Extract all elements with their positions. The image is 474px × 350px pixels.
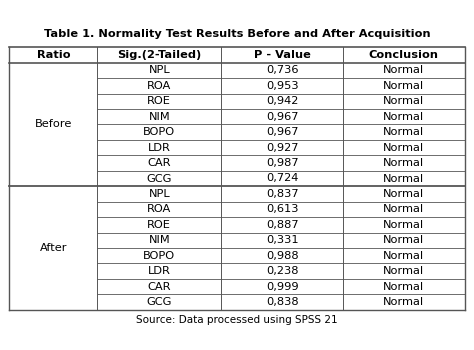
Text: 0,999: 0,999 — [266, 282, 299, 292]
Text: Sig.(2-Tailed): Sig.(2-Tailed) — [117, 50, 201, 60]
Text: Normal: Normal — [383, 127, 424, 137]
Text: 0,967: 0,967 — [266, 112, 299, 122]
Text: After: After — [39, 243, 67, 253]
Text: Normal: Normal — [383, 235, 424, 245]
Text: Normal: Normal — [383, 174, 424, 183]
Text: 0,967: 0,967 — [266, 127, 299, 137]
Text: ROA: ROA — [147, 81, 172, 91]
Text: Normal: Normal — [383, 204, 424, 215]
Text: GCG: GCG — [146, 174, 172, 183]
Text: 0,613: 0,613 — [266, 204, 299, 215]
Text: 0,724: 0,724 — [266, 174, 299, 183]
Text: 0,838: 0,838 — [266, 297, 299, 307]
Text: NIM: NIM — [148, 112, 170, 122]
Text: Ratio: Ratio — [36, 50, 70, 60]
Text: 0,953: 0,953 — [266, 81, 299, 91]
Text: Normal: Normal — [383, 251, 424, 261]
Text: ROA: ROA — [147, 204, 172, 215]
Text: NPL: NPL — [148, 65, 170, 75]
Text: Normal: Normal — [383, 96, 424, 106]
Text: Normal: Normal — [383, 142, 424, 153]
Text: 0,331: 0,331 — [266, 235, 299, 245]
Text: CAR: CAR — [147, 158, 171, 168]
Text: NIM: NIM — [148, 235, 170, 245]
Text: NPL: NPL — [148, 189, 170, 199]
Text: ROE: ROE — [147, 96, 171, 106]
Text: Normal: Normal — [383, 297, 424, 307]
Text: P - Value: P - Value — [254, 50, 310, 60]
Text: 0,736: 0,736 — [266, 65, 299, 75]
Text: 0,942: 0,942 — [266, 96, 299, 106]
Text: Normal: Normal — [383, 189, 424, 199]
Text: LDR: LDR — [148, 142, 171, 153]
Text: 0,887: 0,887 — [266, 220, 299, 230]
Text: Normal: Normal — [383, 158, 424, 168]
Text: ROE: ROE — [147, 220, 171, 230]
Text: Normal: Normal — [383, 266, 424, 276]
Text: BOPO: BOPO — [143, 251, 175, 261]
Text: Conclusion: Conclusion — [369, 50, 439, 60]
Text: CAR: CAR — [147, 282, 171, 292]
Text: 0,988: 0,988 — [266, 251, 299, 261]
Text: 0,238: 0,238 — [266, 266, 299, 276]
Text: Normal: Normal — [383, 220, 424, 230]
Text: Normal: Normal — [383, 65, 424, 75]
Text: Source: Data processed using SPSS 21: Source: Data processed using SPSS 21 — [136, 315, 338, 325]
Text: Normal: Normal — [383, 112, 424, 122]
Text: GCG: GCG — [146, 297, 172, 307]
Text: 0,927: 0,927 — [266, 142, 299, 153]
Text: LDR: LDR — [148, 266, 171, 276]
Text: 0,987: 0,987 — [266, 158, 299, 168]
Text: BOPO: BOPO — [143, 127, 175, 137]
Text: Before: Before — [35, 119, 72, 130]
Text: Normal: Normal — [383, 282, 424, 292]
Text: Table 1. Normality Test Results Before and After Acquisition: Table 1. Normality Test Results Before a… — [44, 29, 430, 39]
Text: 0,837: 0,837 — [266, 189, 299, 199]
Text: Normal: Normal — [383, 81, 424, 91]
